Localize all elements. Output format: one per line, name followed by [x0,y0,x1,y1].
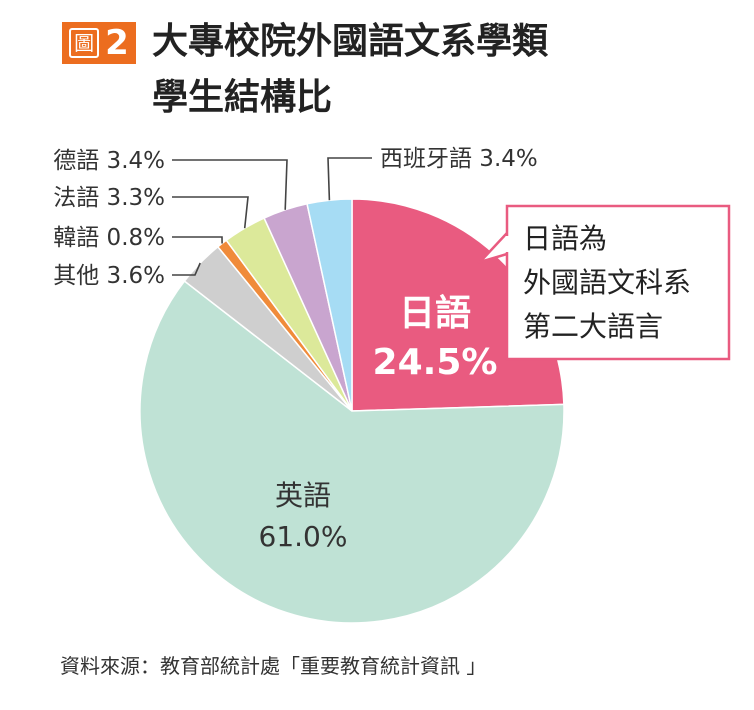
pie-slice-spanish [306,198,353,412]
leader-line-other [172,262,201,276]
leader-label-spanish: 西班牙語 3.4% [380,146,538,172]
source-note: 資料來源：教育部統計處「重要教育統計資訊 」 [60,654,487,678]
callout-line-2: 外國語文科系 [523,266,691,299]
slice-label-english-name: 英語 [275,479,331,512]
leader-label-german: 德語 3.4% [53,148,165,174]
leader-line-french [172,196,249,229]
slice-label-english-value: 61.0% [259,520,348,553]
chart-title-line-1: 大專校院外國語文系學類 [152,21,549,62]
leader-label-other: 其他 3.6% [53,263,165,289]
leader-line-german [172,159,288,210]
figure-badge-number: 2 [105,23,129,63]
figure-badge-char: 圖 [69,28,100,58]
callout-line-3: 第二大語言 [523,310,663,343]
leader-label-french: 法語 3.3% [53,185,165,211]
callout-pointer [475,232,508,265]
leader-line-spanish [327,157,372,201]
pie-slice-english [139,280,565,624]
figure-badge: 圖 2 [62,22,136,64]
callout-line-1: 日語為 [523,222,607,255]
slice-label-japanese-name: 日語 [399,293,471,334]
leader-line-korean [172,236,223,244]
leader-label-korean: 韓語 0.8% [53,225,165,251]
callout-box [505,204,731,361]
slice-label-japanese-value: 24.5% [373,342,498,383]
chart-title-line-2: 學生結構比 [152,77,333,118]
